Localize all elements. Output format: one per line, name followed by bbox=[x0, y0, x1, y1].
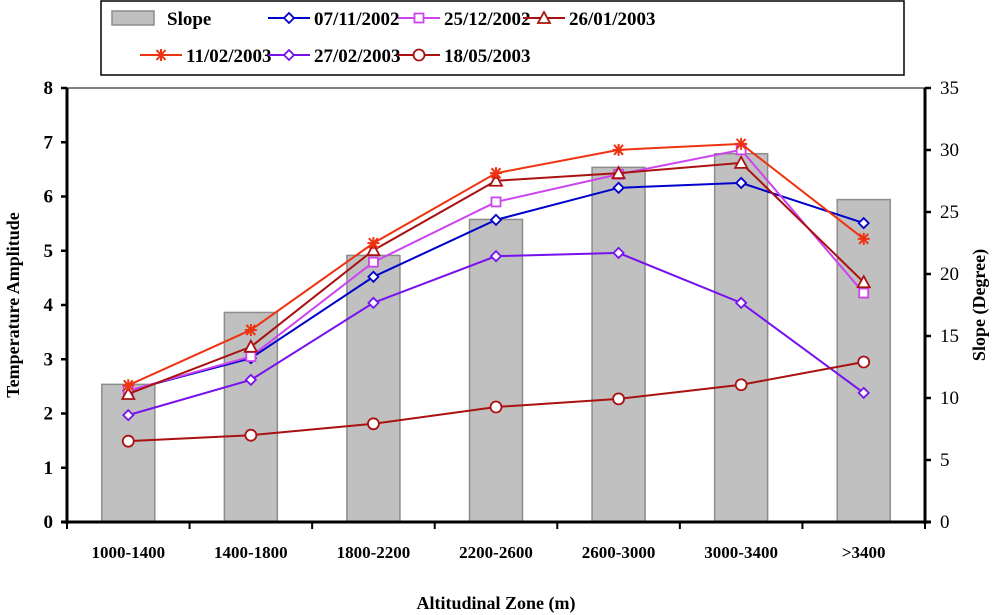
legend-marker bbox=[412, 48, 426, 62]
y2-tick-label: 35 bbox=[940, 78, 959, 99]
data-point bbox=[611, 165, 627, 180]
data-point bbox=[244, 323, 257, 336]
legend-label: Slope bbox=[167, 9, 211, 30]
data-point bbox=[245, 351, 257, 362]
data-point bbox=[122, 408, 135, 422]
slope-bar bbox=[468, 218, 524, 523]
data-point bbox=[735, 137, 748, 150]
data-point bbox=[368, 256, 379, 268]
y2-tick-label: 15 bbox=[940, 326, 959, 347]
data-point bbox=[733, 154, 749, 169]
x-tick-label: 1400-1800 bbox=[214, 543, 288, 562]
y-tick-label: 4 bbox=[44, 295, 54, 316]
data-point bbox=[612, 392, 625, 406]
data-point bbox=[367, 296, 380, 310]
y2-axis-title: Slope (Degree) bbox=[969, 249, 990, 361]
legend-label: 11/02/2003 bbox=[186, 46, 272, 67]
x-tick-label: 2600-3000 bbox=[582, 543, 656, 562]
legend-label: 27/02/2003 bbox=[314, 46, 401, 67]
x-tick-label: >3400 bbox=[842, 543, 886, 562]
data-point bbox=[489, 213, 503, 227]
data-point bbox=[734, 296, 748, 310]
legend-item: 18/05/2003 bbox=[398, 46, 531, 67]
legend-swatch-bar bbox=[111, 10, 155, 26]
y-tick-label: 2 bbox=[44, 404, 54, 425]
y2-tick-label: 5 bbox=[940, 450, 950, 471]
legend-marker bbox=[536, 10, 552, 24]
legend-item: 07/11/2002 bbox=[268, 9, 400, 30]
x-tick-label: 1800-2200 bbox=[337, 543, 411, 562]
line-series bbox=[120, 137, 872, 448]
data-point bbox=[490, 196, 502, 208]
legend-label: 18/05/2003 bbox=[444, 46, 531, 67]
series-18-05-2003 bbox=[121, 355, 871, 448]
legend-item: 11/02/2003 bbox=[140, 46, 272, 67]
data-point bbox=[365, 242, 381, 257]
data-point bbox=[612, 246, 625, 260]
data-point bbox=[734, 176, 748, 190]
y2-tick-label: 20 bbox=[940, 264, 959, 285]
x-tick-label: 2200-2600 bbox=[459, 543, 533, 562]
data-point bbox=[489, 400, 503, 414]
legend-marker bbox=[413, 12, 425, 24]
data-point bbox=[612, 181, 625, 195]
data-point bbox=[120, 386, 136, 400]
x-tick-label: 1000-1400 bbox=[91, 543, 165, 562]
series-11-02-2003 bbox=[122, 137, 870, 392]
legend-label: 26/01/2003 bbox=[569, 9, 656, 30]
x-tick-label: 3000-3400 bbox=[704, 543, 778, 562]
data-point bbox=[490, 167, 502, 180]
data-point bbox=[857, 386, 870, 400]
data-point bbox=[244, 428, 258, 442]
legend-label: 25/12/2002 bbox=[444, 9, 531, 30]
legend-item: 26/01/2003 bbox=[523, 9, 656, 30]
data-point bbox=[612, 143, 625, 156]
data-point bbox=[856, 274, 872, 289]
legend-item: Slope bbox=[111, 9, 211, 30]
data-point bbox=[857, 216, 870, 230]
data-point bbox=[489, 249, 503, 263]
legend-marker bbox=[155, 49, 167, 61]
y2-tick-label: 10 bbox=[940, 388, 959, 409]
data-point bbox=[857, 232, 870, 245]
y-tick-label: 6 bbox=[44, 187, 54, 208]
y-tick-label: 0 bbox=[44, 512, 54, 533]
data-point bbox=[367, 237, 380, 250]
data-point bbox=[367, 270, 380, 284]
legend-box bbox=[100, 0, 905, 76]
data-point bbox=[122, 379, 135, 392]
data-point bbox=[857, 355, 871, 369]
legend-marker bbox=[282, 11, 296, 25]
legend: Slope 07/11/2002 25/12/2002 26/01/2003 11/02… bbox=[100, 0, 905, 76]
y-tick-label: 7 bbox=[44, 132, 54, 153]
slope-bar bbox=[101, 383, 156, 523]
legend-item: 27/02/2003 bbox=[268, 46, 401, 67]
y2-tick-label: 30 bbox=[940, 140, 959, 161]
slope-bars bbox=[101, 152, 891, 523]
data-point bbox=[121, 434, 135, 448]
y-tick-label: 5 bbox=[44, 241, 54, 262]
series-26-01-2003 bbox=[120, 154, 872, 400]
data-point bbox=[243, 338, 259, 353]
legend-label: 07/11/2002 bbox=[314, 9, 400, 30]
series-27-02-2003 bbox=[122, 246, 870, 422]
y-tick-label: 8 bbox=[44, 78, 54, 99]
axes: 0 1 2 3 4 5 6 7 8 0 5 10 15 20 25 30 35 1000-1400 1400-180… bbox=[44, 78, 960, 562]
y-tick-label: 3 bbox=[44, 349, 54, 370]
slope-bar bbox=[591, 166, 646, 523]
y-tick-label: 1 bbox=[44, 458, 54, 479]
y-axis-title: Temperature Amplitude bbox=[3, 212, 23, 398]
slope-bar bbox=[713, 152, 769, 523]
data-point bbox=[734, 378, 748, 392]
y2-tick-label: 25 bbox=[940, 202, 959, 223]
y2-tick-label: 0 bbox=[940, 512, 950, 533]
legend-item: 25/12/2002 bbox=[398, 9, 531, 30]
data-point bbox=[244, 373, 258, 387]
data-point bbox=[858, 287, 870, 299]
x-axis-title: Altitudinal Zone (m) bbox=[416, 593, 575, 614]
data-point bbox=[488, 172, 504, 187]
legend-marker bbox=[282, 48, 296, 62]
data-point bbox=[367, 417, 380, 431]
